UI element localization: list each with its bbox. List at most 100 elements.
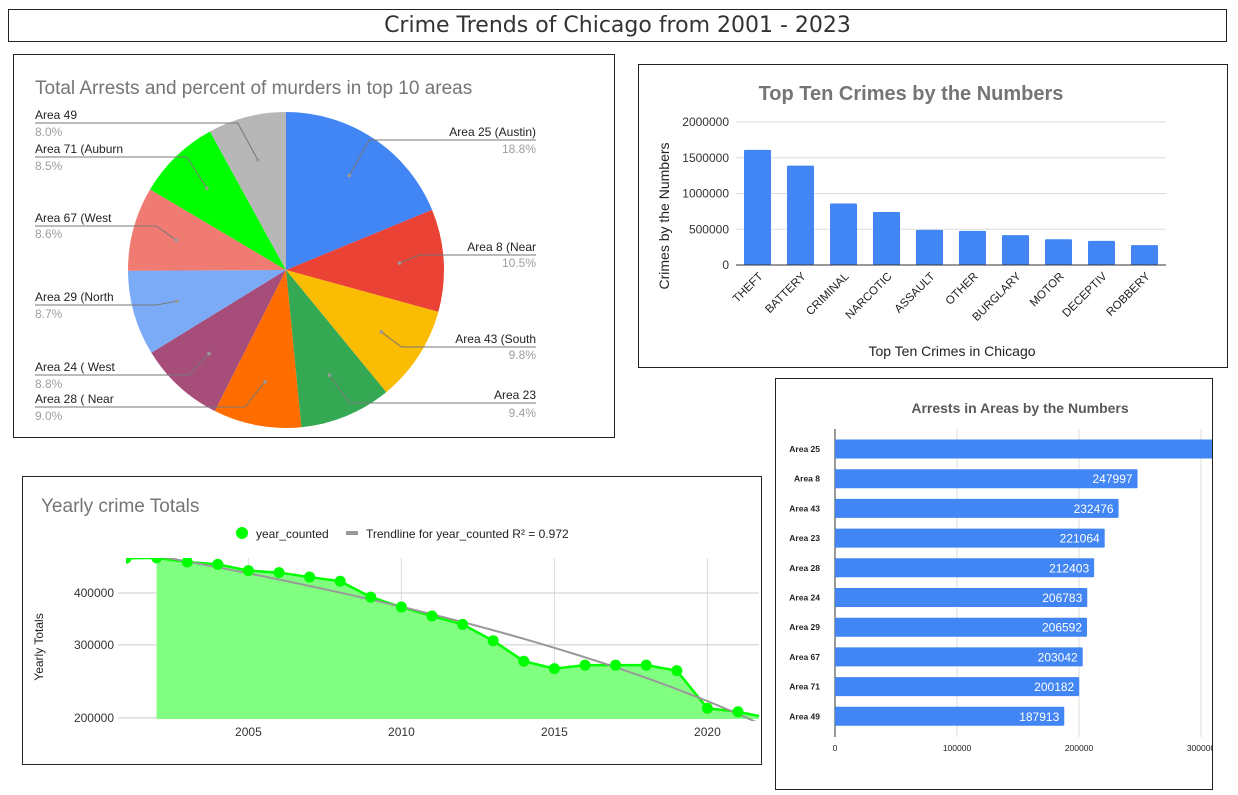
leader-dot [255,158,260,162]
x-tick-label: 200000 [1065,743,1094,753]
area-arrests-panel: Arrests in Areas by the Numbers 0 100000 20… [775,378,1213,790]
slice-percent: 9.4% [509,406,537,420]
pie-slice [150,131,286,270]
bar [835,588,1088,607]
x-tick-label: 2020 [694,725,721,739]
bar [830,203,857,265]
x-tick-label: 2005 [235,725,262,739]
chart-title: Total Arrests and percent of murders in … [35,78,472,99]
legend-label: year_counted [256,527,329,541]
data-point [426,610,438,622]
data-point [365,591,377,603]
pie-slice [286,270,439,393]
pie-slice [286,209,445,312]
slice-percent: 8.6% [35,227,63,241]
bar [959,230,986,265]
bar [744,149,771,265]
slice-percent: 8.0% [35,125,63,139]
x-tick-label: 300000 [1187,743,1213,753]
data-label: 221064 [1060,532,1100,546]
trendline [162,558,757,721]
leader-line [35,156,208,189]
bar [1088,240,1115,265]
legend-label: Trendline for year_counted R² = 0.972 [366,527,569,541]
y-tick-label: 400000 [74,586,114,600]
pie-slice [286,270,387,428]
x-axis-title: Top Ten Crimes in Chicago [868,343,1035,359]
data-label: 187913 [1019,710,1059,724]
y-tick-label: Area 49 [789,711,820,721]
leader-dot [174,238,179,242]
slice-label: Area 49 [35,108,77,122]
data-point [610,659,622,671]
leader-line [35,300,177,306]
y-tick-label: 2000000 [682,115,729,129]
area-arrests-bar-chart: Arrests in Areas by the Numbers 0 100000 20… [789,400,1213,753]
slice-label: Area 28 ( Near [35,392,114,406]
pie-slice [151,270,286,412]
y-tick-label: Area 67 [789,652,820,662]
area-fill [156,558,759,719]
y-tick-label: 300000 [74,638,114,652]
y-tick-label: Area 8 [794,474,820,484]
slice-percent: 9.8% [509,348,537,362]
chart-title: Top Ten Crimes by the Numbers [759,83,1064,105]
data-point [518,655,530,667]
data-point [126,558,132,564]
y-tick-label: Area 23 [789,533,820,543]
data-point [701,702,713,714]
leader-dot [397,261,402,265]
x-tick-label: MOTOR [1028,271,1067,310]
bar [1045,239,1072,265]
y-axis-title: Yearly Totals [32,613,46,680]
bar [835,647,1083,667]
yearly-totals-panel: Yearly crime Totals year_counted Trendline… [22,476,762,765]
slice-percent: 10.5% [502,256,536,270]
data-label: 203042 [1038,650,1078,664]
slice-label: Area 71 (Auburn [35,142,123,156]
leader-line [35,381,266,408]
bar [916,229,943,265]
leader-dot [205,186,209,191]
data-point [457,618,469,630]
data-point [273,567,285,579]
data-label: 200182 [1034,680,1074,694]
data-point [732,706,744,718]
plot-area [126,558,759,721]
x-tick-label: 2015 [541,725,568,739]
x-axis-title: year [435,759,461,765]
dashboard-title: Crime Trends of Chicago from 2001 - 2023 [8,9,1227,42]
data-point [487,635,499,647]
x-tick-label: 100000 [943,743,972,753]
slice-percent: 8.5% [35,159,63,173]
slice-label: Area 24 ( West [35,360,115,374]
data-point [212,558,224,570]
y-axis-title: Crimes by the Numbers [656,142,672,289]
pie-slice [128,270,286,353]
data-label: 206592 [1042,621,1082,635]
y-tick-label: 0 [722,258,729,272]
bar [835,469,1138,489]
pie-slice [214,270,302,428]
chart-title: Arrests in Areas by the Numbers [911,400,1129,416]
data-point [334,575,346,587]
data-point [304,571,316,583]
slice-percent: 8.8% [35,377,63,391]
leader-line [35,225,177,241]
data-point [671,665,683,677]
bar [1131,245,1158,265]
top-crimes-panel: Top Ten Crimes by the Numbers 0 500000 1000… [638,64,1228,368]
x-tick-label: BATTERY [763,270,808,315]
leader-line [329,374,536,404]
slice-label: Area 25 (Austin) [449,125,536,139]
leader-line [381,331,536,348]
x-tick-label: ROBBERY [1105,270,1153,318]
y-tick-label: Area 29 [789,622,820,632]
data-label: 232476 [1074,502,1114,516]
data-label: 206783 [1042,591,1082,605]
x-tick-label: ASSAULT [893,271,938,316]
y-tick-label: Area 43 [789,503,820,513]
data-point [181,558,193,568]
data-point [640,659,652,671]
yearly-totals-chart: Yearly crime Totals year_counted Trendline… [32,496,759,765]
